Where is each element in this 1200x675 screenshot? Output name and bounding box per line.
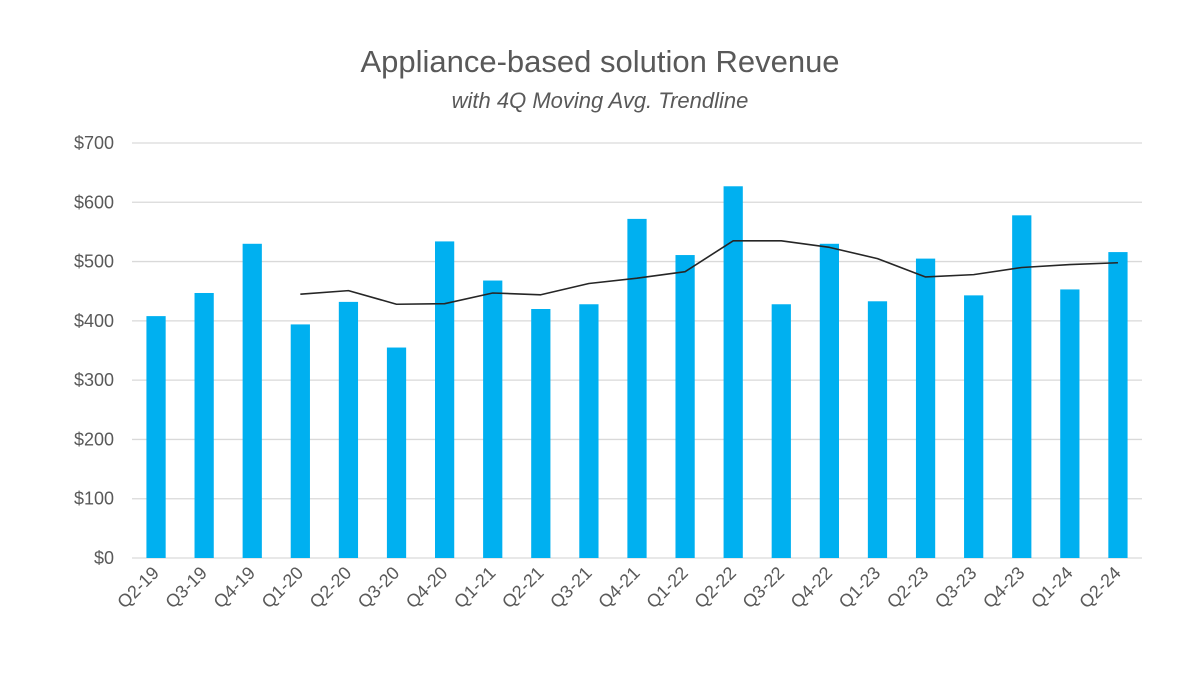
bar xyxy=(964,295,984,558)
bar xyxy=(290,324,310,558)
bar xyxy=(771,304,791,558)
x-tick-label: Q2-19 xyxy=(113,563,163,613)
bar xyxy=(819,243,839,559)
bar xyxy=(627,218,647,558)
y-tick-label: $700 xyxy=(74,133,114,153)
x-tick-label: Q4-23 xyxy=(979,563,1029,613)
x-tick-label: Q2-24 xyxy=(1075,563,1125,613)
bar xyxy=(194,292,214,558)
bar xyxy=(1012,215,1032,559)
x-tick-label: Q4-22 xyxy=(787,563,837,613)
y-tick-label: $500 xyxy=(74,252,114,272)
x-tick-label: Q1-20 xyxy=(258,563,308,613)
y-tick-label: $0 xyxy=(94,548,114,568)
x-tick-label: Q2-20 xyxy=(306,563,356,613)
y-tick-label: $600 xyxy=(74,192,114,212)
bar xyxy=(531,309,551,558)
y-axis-ticks: $0 $100 $200 $300 $400 $500 $600 $700 xyxy=(74,133,114,568)
x-tick-label: Q2-21 xyxy=(498,563,548,613)
chart-subtitle: with 4Q Moving Avg. Trendline xyxy=(451,88,749,113)
x-tick-label: Q1-21 xyxy=(450,563,500,613)
x-tick-label: Q4-20 xyxy=(402,563,452,613)
bar xyxy=(435,241,455,558)
x-tick-label: Q1-23 xyxy=(835,563,885,613)
x-tick-label: Q3-23 xyxy=(931,563,981,613)
bar xyxy=(242,243,262,559)
x-tick-label: Q4-21 xyxy=(594,563,644,613)
x-tick-label: Q1-24 xyxy=(1027,563,1077,613)
y-tick-label: $100 xyxy=(74,489,114,509)
x-axis-ticks: Q2-19Q3-19Q4-19Q1-20Q2-20Q3-20Q4-20Q1-21… xyxy=(113,563,1124,613)
y-tick-label: $200 xyxy=(74,429,114,449)
x-tick-label: Q3-21 xyxy=(546,563,596,613)
bar xyxy=(1060,289,1080,558)
bar-series xyxy=(146,186,1128,559)
trendline xyxy=(300,240,1118,306)
y-tick-label: $400 xyxy=(74,311,114,331)
y-tick-label: $300 xyxy=(74,370,114,390)
bar xyxy=(915,258,936,558)
bar xyxy=(483,280,503,558)
bar xyxy=(723,186,743,558)
chart-title: Appliance-based solution Revenue xyxy=(360,44,840,79)
bar xyxy=(146,316,166,558)
trendline-series xyxy=(300,240,1118,306)
bar xyxy=(867,301,888,558)
x-tick-label: Q3-22 xyxy=(739,563,789,613)
bar xyxy=(386,347,407,558)
x-tick-label: Q2-23 xyxy=(883,563,933,613)
bar xyxy=(1108,252,1128,559)
bar xyxy=(579,304,599,558)
x-tick-label: Q4-19 xyxy=(210,563,260,613)
x-tick-label: Q2-22 xyxy=(690,563,740,613)
x-tick-label: Q1-22 xyxy=(642,563,692,613)
x-tick-label: Q3-20 xyxy=(354,563,404,613)
x-tick-label: Q3-19 xyxy=(161,563,211,613)
bar xyxy=(338,301,359,558)
bar xyxy=(675,255,695,559)
